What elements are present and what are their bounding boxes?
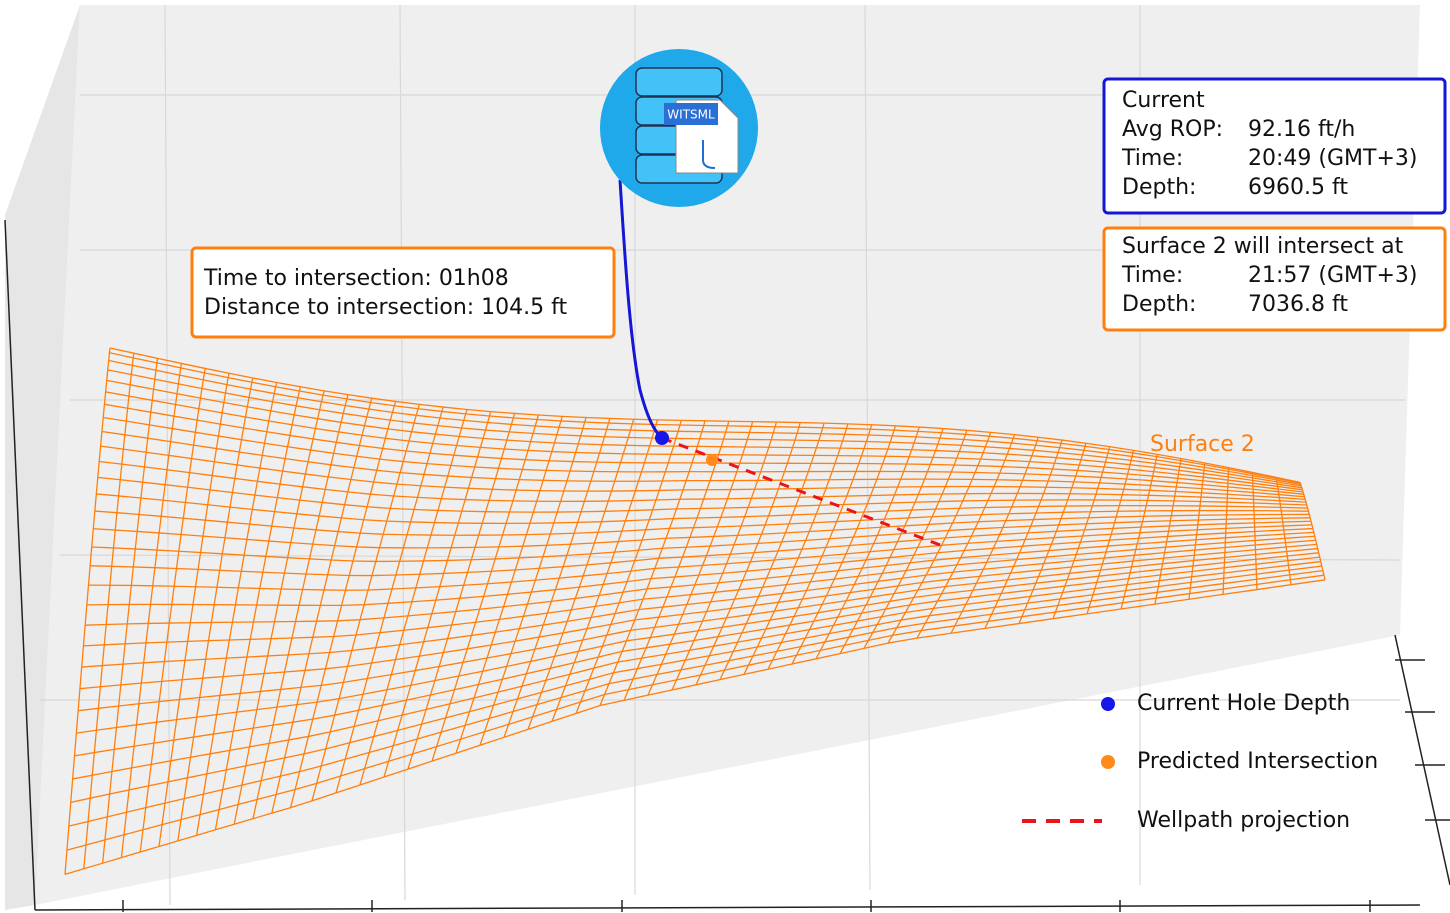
- mesh-line: [108, 359, 1301, 486]
- mesh-line: [91, 517, 1311, 563]
- mesh-line: [94, 509, 1309, 536]
- mesh-line: [76, 552, 1319, 734]
- mesh-line: [83, 535, 1315, 647]
- mesh-line: [104, 403, 1304, 493]
- witsml-icon: WITSML: [600, 49, 758, 207]
- row-label: Time:: [1121, 146, 1183, 171]
- row-value: 20:49 (GMT+3): [1248, 146, 1417, 171]
- mesh-line: [78, 547, 1318, 712]
- wellpath-projection: [661, 436, 941, 547]
- mesh-line: [85, 531, 1314, 626]
- legend-entry: Predicted Intersection: [1137, 749, 1378, 774]
- mesh-line: [93, 513, 1310, 549]
- mesh-line: [103, 416, 1304, 495]
- legend-marker: [1101, 755, 1115, 769]
- row-label: Depth:: [1122, 292, 1196, 317]
- box-title: Current: [1122, 88, 1205, 113]
- legend-entry: Current Hole Depth: [1137, 691, 1350, 716]
- mesh-line: [107, 369, 1302, 487]
- mesh-line: [97, 476, 1307, 513]
- mesh-line: [99, 460, 1307, 503]
- row-label: Time:: [1121, 263, 1183, 288]
- mesh-line: [72, 560, 1321, 780]
- mesh-line: [74, 556, 1320, 757]
- side-pane: [5, 5, 80, 910]
- row-label: Avg ROP:: [1122, 117, 1223, 142]
- current-box: [1102, 77, 1447, 215]
- predicted-intersection: [706, 454, 718, 466]
- mesh-line: [64, 579, 1326, 875]
- mesh-line: [70, 565, 1322, 804]
- surface-mesh: [64, 347, 1326, 875]
- box-line: Time to intersection: 01h08: [203, 266, 509, 291]
- row-value: 21:57 (GMT+3): [1248, 263, 1417, 288]
- mesh-line: [90, 520, 1312, 577]
- box-line: Distance to intersection: 104.5 ft: [204, 295, 568, 320]
- legend-marker: [1101, 697, 1115, 711]
- mesh-line: [86, 527, 1313, 607]
- mesh-line: [68, 569, 1323, 827]
- mesh-line: [109, 352, 1301, 484]
- mesh-line: [66, 574, 1325, 851]
- row-label: Depth:: [1122, 175, 1196, 200]
- wellpath: [618, 179, 664, 440]
- intersection-box: [190, 246, 616, 339]
- icon-label: WITSML: [667, 108, 715, 122]
- mesh-line: [96, 493, 1308, 525]
- mesh-line: [81, 539, 1316, 668]
- mesh-line: [109, 347, 1301, 484]
- current-hole-depth: [655, 431, 669, 445]
- box-title: Surface 2 will intersect at: [1122, 234, 1404, 259]
- mesh-line: [106, 379, 1302, 489]
- row-value: 92.16 ft/h: [1248, 117, 1355, 142]
- mesh-line: [105, 391, 1303, 491]
- mesh-line: [100, 445, 1306, 501]
- mesh-line: [101, 430, 1305, 498]
- mesh-line: [88, 524, 1312, 591]
- axes: [4, 219, 1450, 912]
- prediction-box: [1102, 226, 1447, 332]
- legend-entry: Wellpath projection: [1137, 808, 1350, 833]
- mesh-line: [79, 543, 1317, 690]
- row-value: 6960.5 ft: [1248, 175, 1348, 200]
- surface-label: Surface 2: [1150, 432, 1255, 457]
- row-value: 7036.8 ft: [1248, 292, 1348, 317]
